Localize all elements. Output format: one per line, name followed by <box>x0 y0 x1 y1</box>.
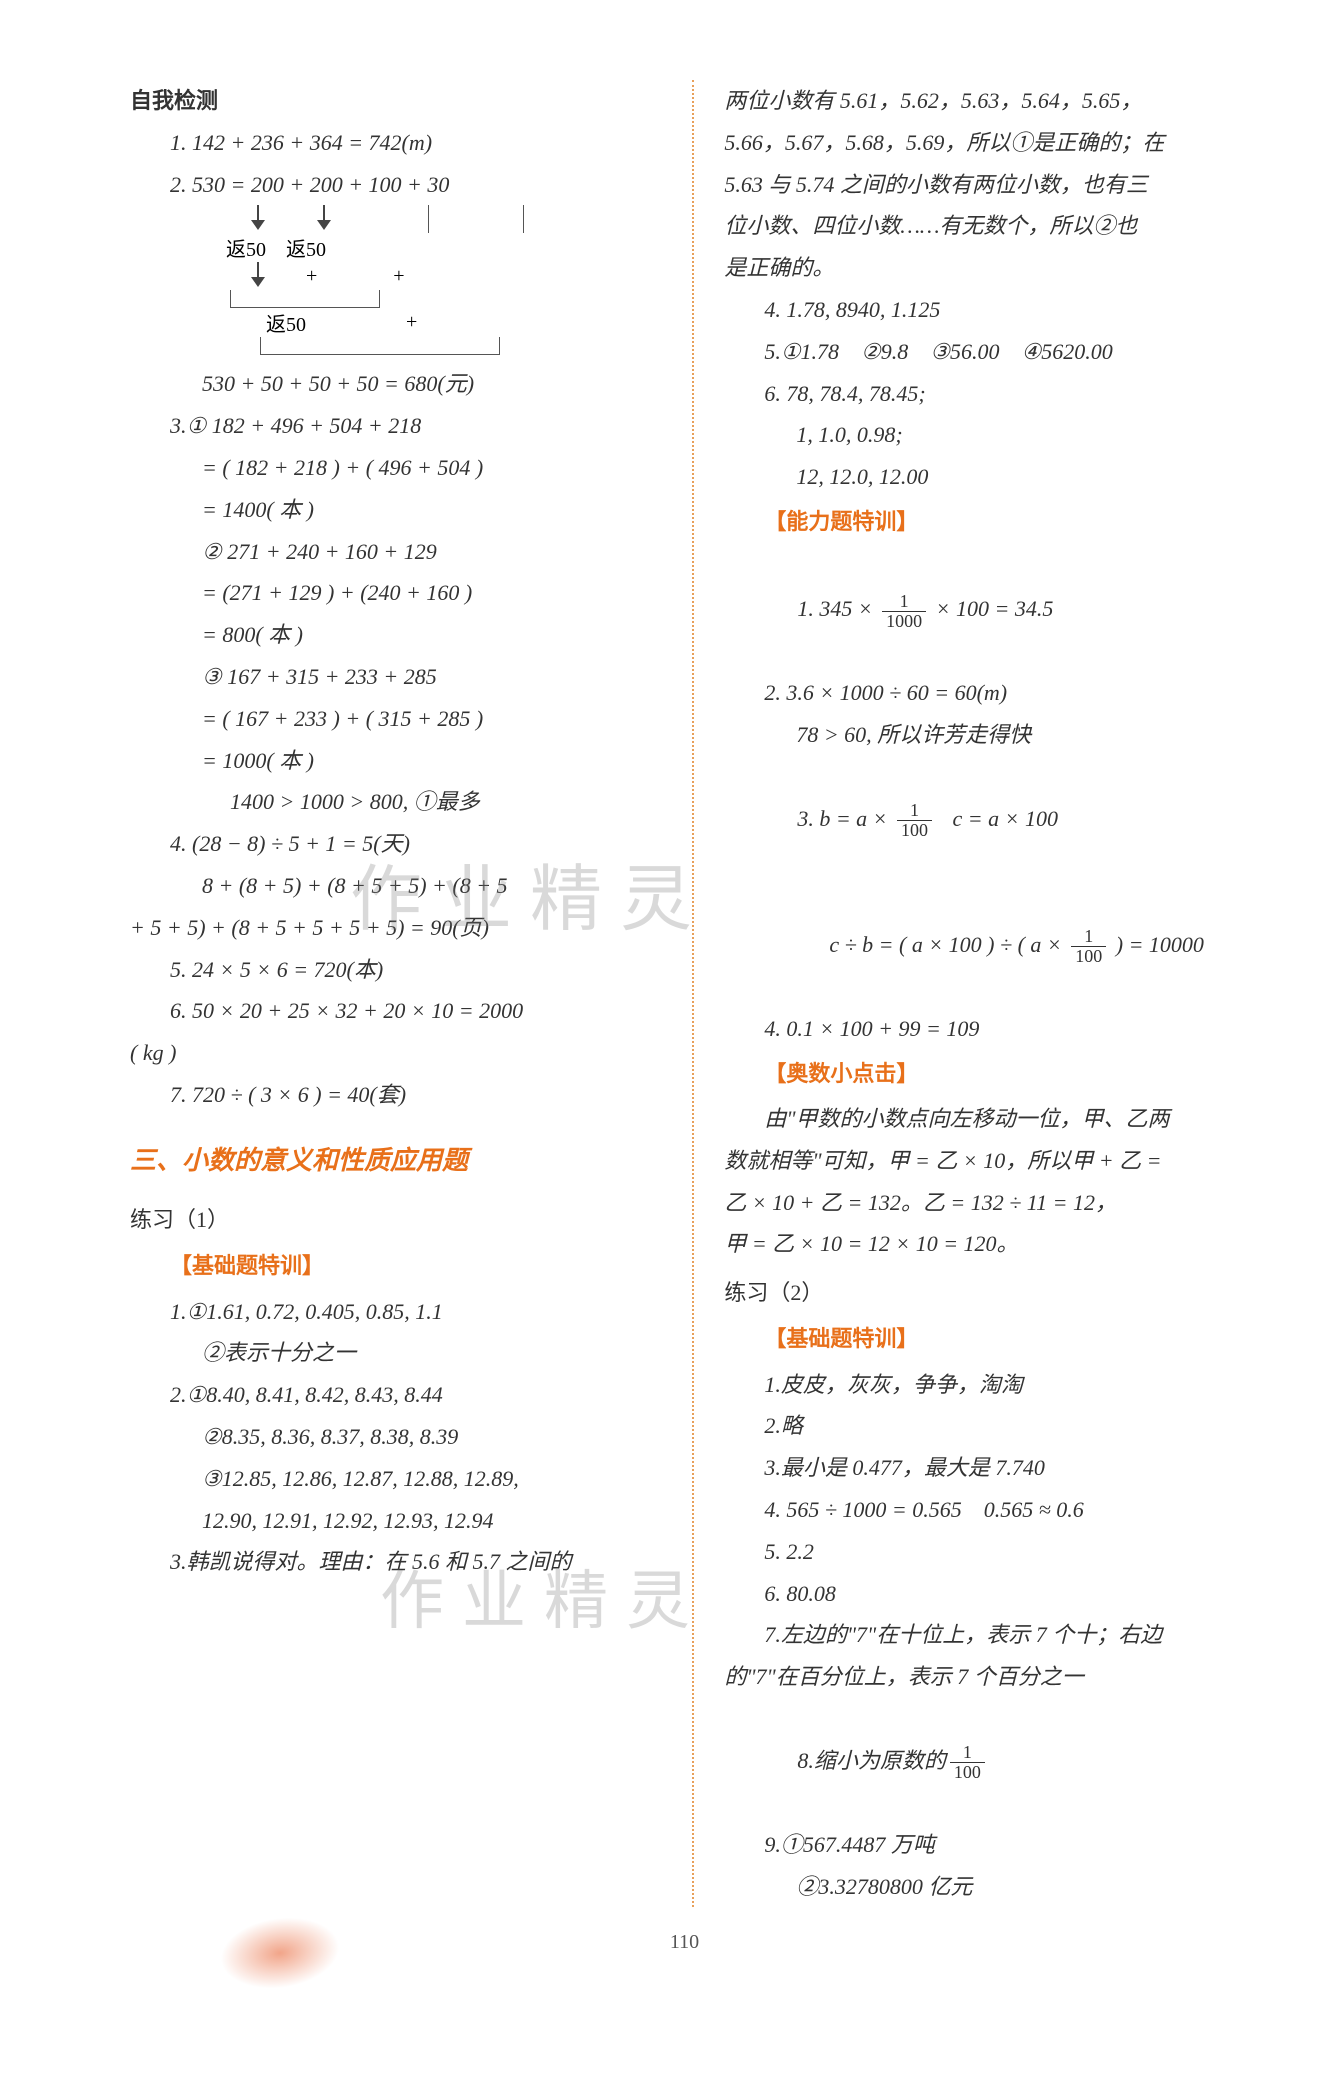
a2: 数就相等"可知，甲 = 乙 × 10，所以甲 + 乙 = <box>724 1140 1256 1182</box>
a4: 甲 = 乙 × 10 = 12 × 10 = 120。 <box>724 1223 1256 1265</box>
r0c: 5.63 与 5.74 之间的小数有两位小数，也有三 <box>724 164 1256 206</box>
n4: 4. 0.1 × 100 + 99 = 109 <box>724 1008 1256 1050</box>
q3a2: = ( 182 + 218 ) + ( 496 + 504 ) <box>130 447 662 489</box>
q4c: + 5 + 5) + (8 + 5 + 5 + 5 + 5) = 90(页) <box>130 907 662 949</box>
q6b: ( kg ) <box>130 1032 662 1074</box>
nengli-heading: 【能力题特训】 <box>724 498 1256 546</box>
q5: 5. 24 × 5 × 6 = 720(本) <box>130 949 662 991</box>
r0a: 两位小数有 5.61，5.62，5.63，5.64，5.65， <box>724 80 1256 122</box>
n3a-pre: 3. b = a × <box>797 806 893 831</box>
aoshu-heading: 【奥数小点击】 <box>724 1050 1256 1098</box>
fraction: 1100 <box>950 1743 985 1782</box>
n2a: 2. 3.6 × 1000 ÷ 60 = 60(m) <box>724 672 1256 714</box>
n3a-mid: c = a × 100 <box>936 806 1058 831</box>
n1: 1. 345 × 11000 × 100 = 34.5 <box>724 546 1256 672</box>
p2-3: 3.最小是 0.477，最大是 7.740 <box>724 1447 1256 1489</box>
n3b: c ÷ b = ( a × 100 ) ÷ ( a × 1100 ) = 100… <box>724 882 1256 1008</box>
p1-1a: 1.①1.61, 0.72, 0.405, 0.85, 1.1 <box>130 1291 662 1333</box>
n1-pre: 1. 345 × <box>797 596 878 621</box>
r6c: 12, 12.0, 12.00 <box>724 456 1256 498</box>
arrow-down-icon <box>248 262 268 290</box>
diagram-bracket <box>230 290 380 308</box>
plus-icon: + <box>406 311 417 334</box>
q4b: 8 + (8 + 5) + (8 + 5 + 5) + (8 + 5 <box>130 865 662 907</box>
n3a: 3. b = a × 1100 c = a × 100 <box>724 756 1256 882</box>
q3d: 1400 > 1000 > 800, ①最多 <box>130 781 662 823</box>
q1: 1. 142 + 236 + 364 = 742(m) <box>130 122 662 164</box>
n1-post: × 100 = 34.5 <box>930 596 1053 621</box>
p1-2c: ③12.85, 12.86, 12.87, 12.88, 12.89, <box>130 1458 662 1500</box>
right-column: 两位小数有 5.61，5.62，5.63，5.64，5.65， 5.66，5.6… <box>724 80 1256 1907</box>
practice2-heading: 练习（2） <box>724 1271 1256 1315</box>
r5: 5.①1.78 ②9.8 ③56.00 ④5620.00 <box>724 331 1256 373</box>
plus-icon: + <box>393 265 404 288</box>
rebate-label: 返50 <box>226 233 266 262</box>
fraction: 1100 <box>897 801 932 840</box>
arrow-down-icon <box>314 205 334 233</box>
p2-7b: 的"7"在百分位上，表示 7 个百分之一 <box>724 1656 1256 1698</box>
p2-7a: 7.左边的"7"在十位上，表示 7 个十；右边 <box>724 1614 1256 1656</box>
q2-sum: 530 + 50 + 50 + 50 = 680(元) <box>130 363 662 405</box>
a3: 乙 × 10 + 乙 = 132。乙 = 132 ÷ 11 = 12， <box>724 1182 1256 1224</box>
r6a: 6. 78, 78.4, 78.45; <box>724 373 1256 415</box>
fraction: 11000 <box>882 592 926 631</box>
jichu-heading: 【基础题特训】 <box>130 1242 662 1290</box>
q3c3: = 1000( 本 ) <box>130 740 662 782</box>
p1-2b: ②8.35, 8.36, 8.37, 8.38, 8.39 <box>130 1416 662 1458</box>
arrow-down-icon <box>248 205 268 233</box>
q3b2: = (271 + 129 ) + (240 + 160 ) <box>130 572 662 614</box>
rebate-diagram: 返50 返50 + + 返50 + <box>190 205 662 355</box>
r0b: 5.66，5.67，5.68，5.69，所以①是正确的；在 <box>724 122 1256 164</box>
rebate-label: 返50 <box>286 233 326 262</box>
p2-6: 6. 80.08 <box>724 1573 1256 1615</box>
p2-5: 5. 2.2 <box>724 1531 1256 1573</box>
stamp-image <box>216 1910 345 1996</box>
r4: 4. 1.78, 8940, 1.125 <box>724 289 1256 331</box>
p2-8: 8.缩小为原数的1100 <box>724 1698 1256 1824</box>
practice1-heading: 练习（1） <box>130 1198 662 1242</box>
q3c2: = ( 167 + 233 ) + ( 315 + 285 ) <box>130 698 662 740</box>
q3b3: = 800( 本 ) <box>130 614 662 656</box>
chapter-title: 三、小数的意义和性质应用题 <box>130 1130 662 1192</box>
p2-9a: 9.①567.4487 万吨 <box>724 1824 1256 1866</box>
n2b: 78 > 60, 所以许芳走得快 <box>724 714 1256 756</box>
p2-8-pre: 8.缩小为原数的 <box>797 1748 946 1773</box>
diagram-bracket <box>260 337 500 355</box>
rebate-label: 返50 <box>266 308 306 337</box>
p1-1b: ②表示十分之一 <box>130 1332 662 1374</box>
r0e: 是正确的。 <box>724 247 1256 289</box>
q4a: 4. (28 − 8) ÷ 5 + 1 = 5(天) <box>130 823 662 865</box>
page: 自我检测 1. 142 + 236 + 364 = 742(m) 2. 530 … <box>130 80 1239 1907</box>
q7: 7. 720 ÷ ( 3 × 6 ) = 40(套) <box>130 1074 662 1116</box>
q2: 2. 530 = 200 + 200 + 100 + 30 <box>130 164 662 206</box>
diagram-line <box>523 205 524 233</box>
q3a: 3.① 182 + 496 + 504 + 218 <box>130 405 662 447</box>
p2-1: 1.皮皮，灰灰，争争，淘淘 <box>724 1364 1256 1406</box>
p1-3: 3.韩凯说得对。理由：在 5.6 和 5.7 之间的 <box>130 1541 662 1583</box>
p2-9b: ②3.32780800 亿元 <box>724 1866 1256 1908</box>
p1-2d: 12.90, 12.91, 12.92, 12.93, 12.94 <box>130 1500 662 1542</box>
column-divider <box>692 80 694 1907</box>
q6a: 6. 50 × 20 + 25 × 32 + 20 × 10 = 2000 <box>130 990 662 1032</box>
diagram-line <box>428 205 429 233</box>
plus-icon: + <box>306 265 317 288</box>
p2-2: 2.略 <box>724 1405 1256 1447</box>
r6b: 1, 1.0, 0.98; <box>724 414 1256 456</box>
q3b: ② 271 + 240 + 160 + 129 <box>130 531 662 573</box>
q3a3: = 1400( 本 ) <box>130 489 662 531</box>
n3b-pre: c ÷ b = ( a × 100 ) ÷ ( a × <box>829 932 1067 957</box>
jichu2-heading: 【基础题特训】 <box>724 1315 1256 1363</box>
left-column: 自我检测 1. 142 + 236 + 364 = 742(m) 2. 530 … <box>130 80 662 1907</box>
q3c: ③ 167 + 315 + 233 + 285 <box>130 656 662 698</box>
n3b-post: ) = 10000 <box>1110 932 1204 957</box>
a1: 由"甲数的小数点向左移动一位，甲、乙两 <box>724 1098 1256 1140</box>
p1-2a: 2.①8.40, 8.41, 8.42, 8.43, 8.44 <box>130 1374 662 1416</box>
self-check-heading: 自我检测 <box>130 80 662 122</box>
p2-4: 4. 565 ÷ 1000 = 0.565 0.565 ≈ 0.6 <box>724 1489 1256 1531</box>
r0d: 位小数、四位小数……有无数个，所以②也 <box>724 205 1256 247</box>
fraction: 1100 <box>1071 927 1106 966</box>
